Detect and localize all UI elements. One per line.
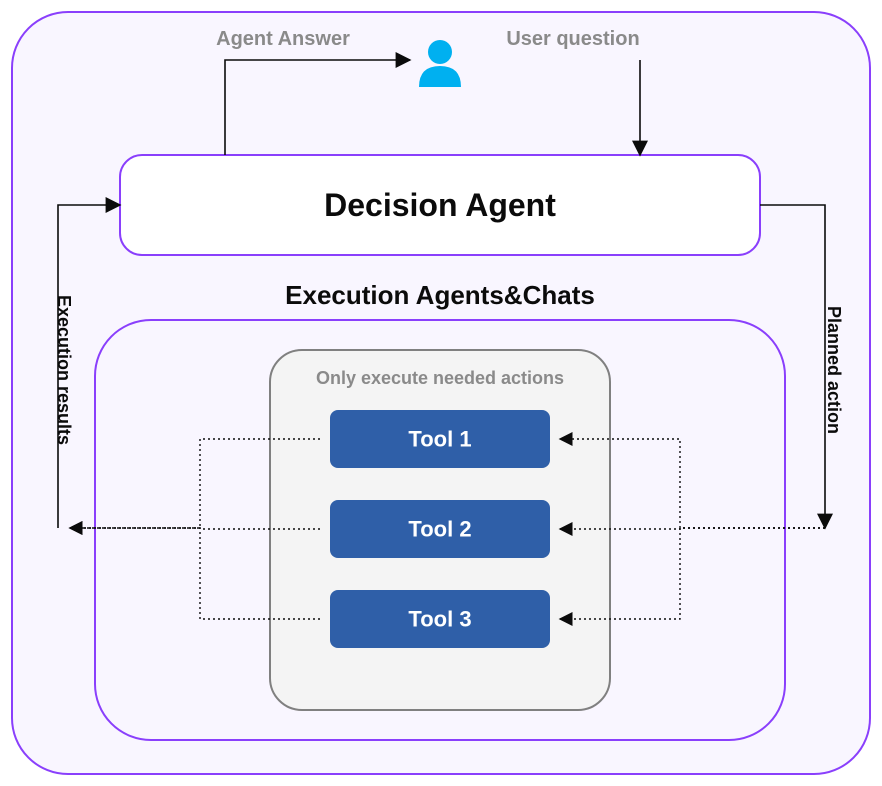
exec-results-label: Execution results	[54, 295, 74, 445]
tools-box-header: Only execute needed actions	[316, 368, 564, 388]
agent-answer-label: Agent Answer	[216, 28, 350, 50]
tool-label-1: Tool 1	[408, 427, 471, 452]
tool-label-2: Tool 2	[408, 517, 471, 542]
tool-label-3: Tool 3	[408, 607, 471, 632]
user-question-label: User question	[506, 28, 639, 50]
decision-agent-title: Decision Agent	[324, 187, 556, 223]
execution-agents-title: Execution Agents&Chats	[285, 280, 595, 310]
planned-act-label: Planned action	[824, 306, 844, 434]
